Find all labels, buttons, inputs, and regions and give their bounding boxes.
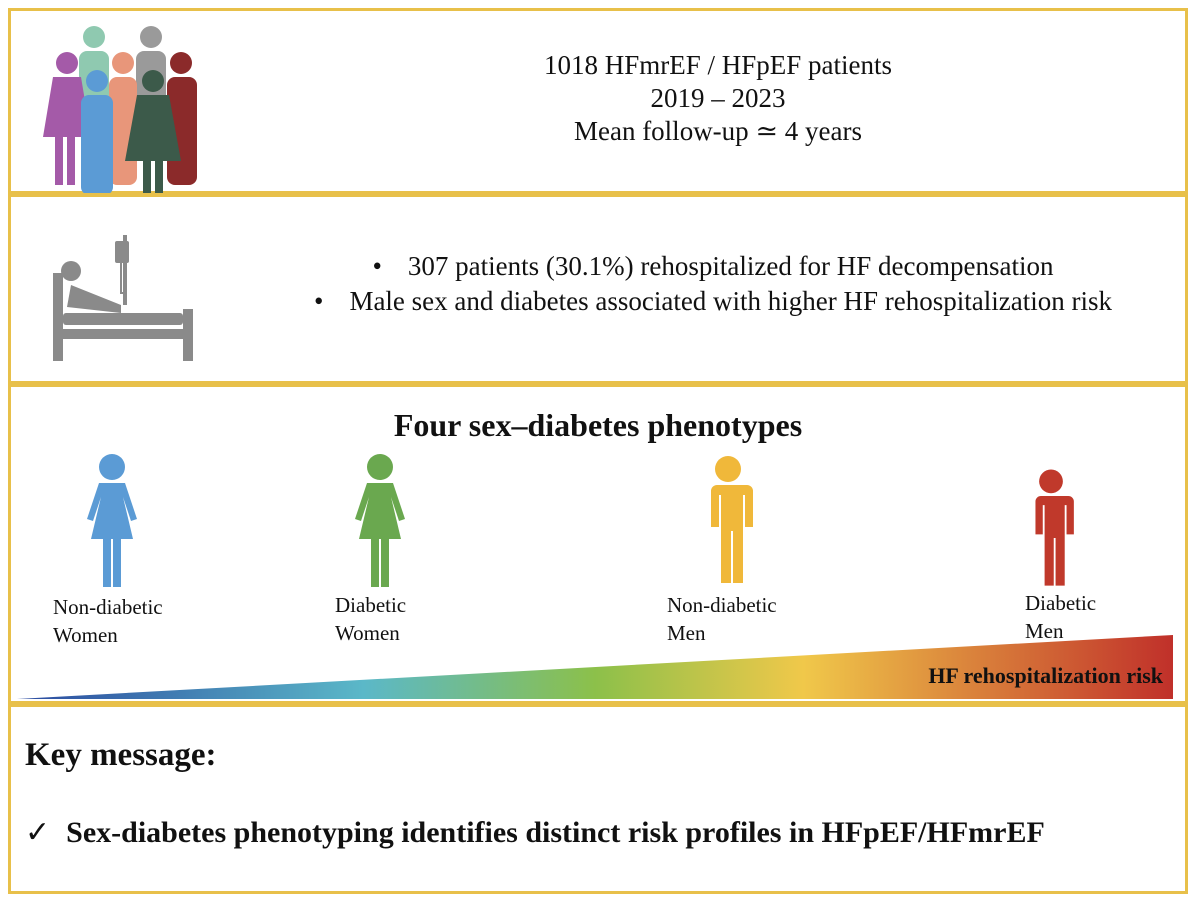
cohort-followup: Mean follow-up ≃ 4 years [573, 116, 863, 146]
cohort-period: 2019 – 2023 [650, 83, 786, 113]
key-message-line: ✓ Sex-diabetes phenotyping identifies dis… [25, 815, 1045, 850]
phenotype-label: Non-diabetic Men [667, 593, 777, 645]
phenotype-label: Non-diabetic Women [53, 595, 163, 647]
key-message-panel: Key message: ✓ Sex-diabetes phenotyping i… [8, 704, 1188, 894]
checkmark-icon: ✓ [25, 816, 51, 849]
rehospitalization-panel: 307 patients (30.1%) rehospitalized for … [8, 194, 1188, 384]
bullet-item: Male sex and diabetes associated with hi… [251, 284, 1175, 319]
phenotype-label: Diabetic Women [335, 593, 407, 645]
phenotypes-title: Four sex–diabetes phenotypes [393, 407, 803, 443]
phenotype-label: Diabetic Men [1025, 591, 1097, 643]
risk-gradient-wedge [17, 635, 1173, 699]
key-message-text: Sex-diabetes phenotyping identifies dist… [66, 816, 1045, 849]
phenotypes-panel: Four sex–diabetes phenotypes Non-diabeti… [8, 384, 1188, 704]
cohort-panel: 1018 HFmrEF / HFpEF patients 2019 – 2023… [8, 8, 1188, 194]
rehospitalization-bullets: 307 patients (30.1%) rehospitalized for … [251, 249, 1175, 319]
people-group-icon [43, 26, 197, 193]
woman-icon [87, 454, 137, 587]
key-message-title: Key message: [25, 737, 217, 773]
risk-label: HF rehospitalization risk [928, 663, 1163, 688]
woman-icon [355, 454, 405, 587]
man-icon [709, 456, 753, 583]
man-icon [1033, 469, 1074, 586]
cohort-summary: 1018 HFmrEF / HFpEF patients 2019 – 2023… [251, 49, 1185, 148]
cohort-count: 1018 HFmrEF / HFpEF patients [543, 50, 893, 80]
hospital-bed-icon [53, 235, 193, 361]
bullet-item: 307 patients (30.1%) rehospitalized for … [251, 249, 1175, 284]
